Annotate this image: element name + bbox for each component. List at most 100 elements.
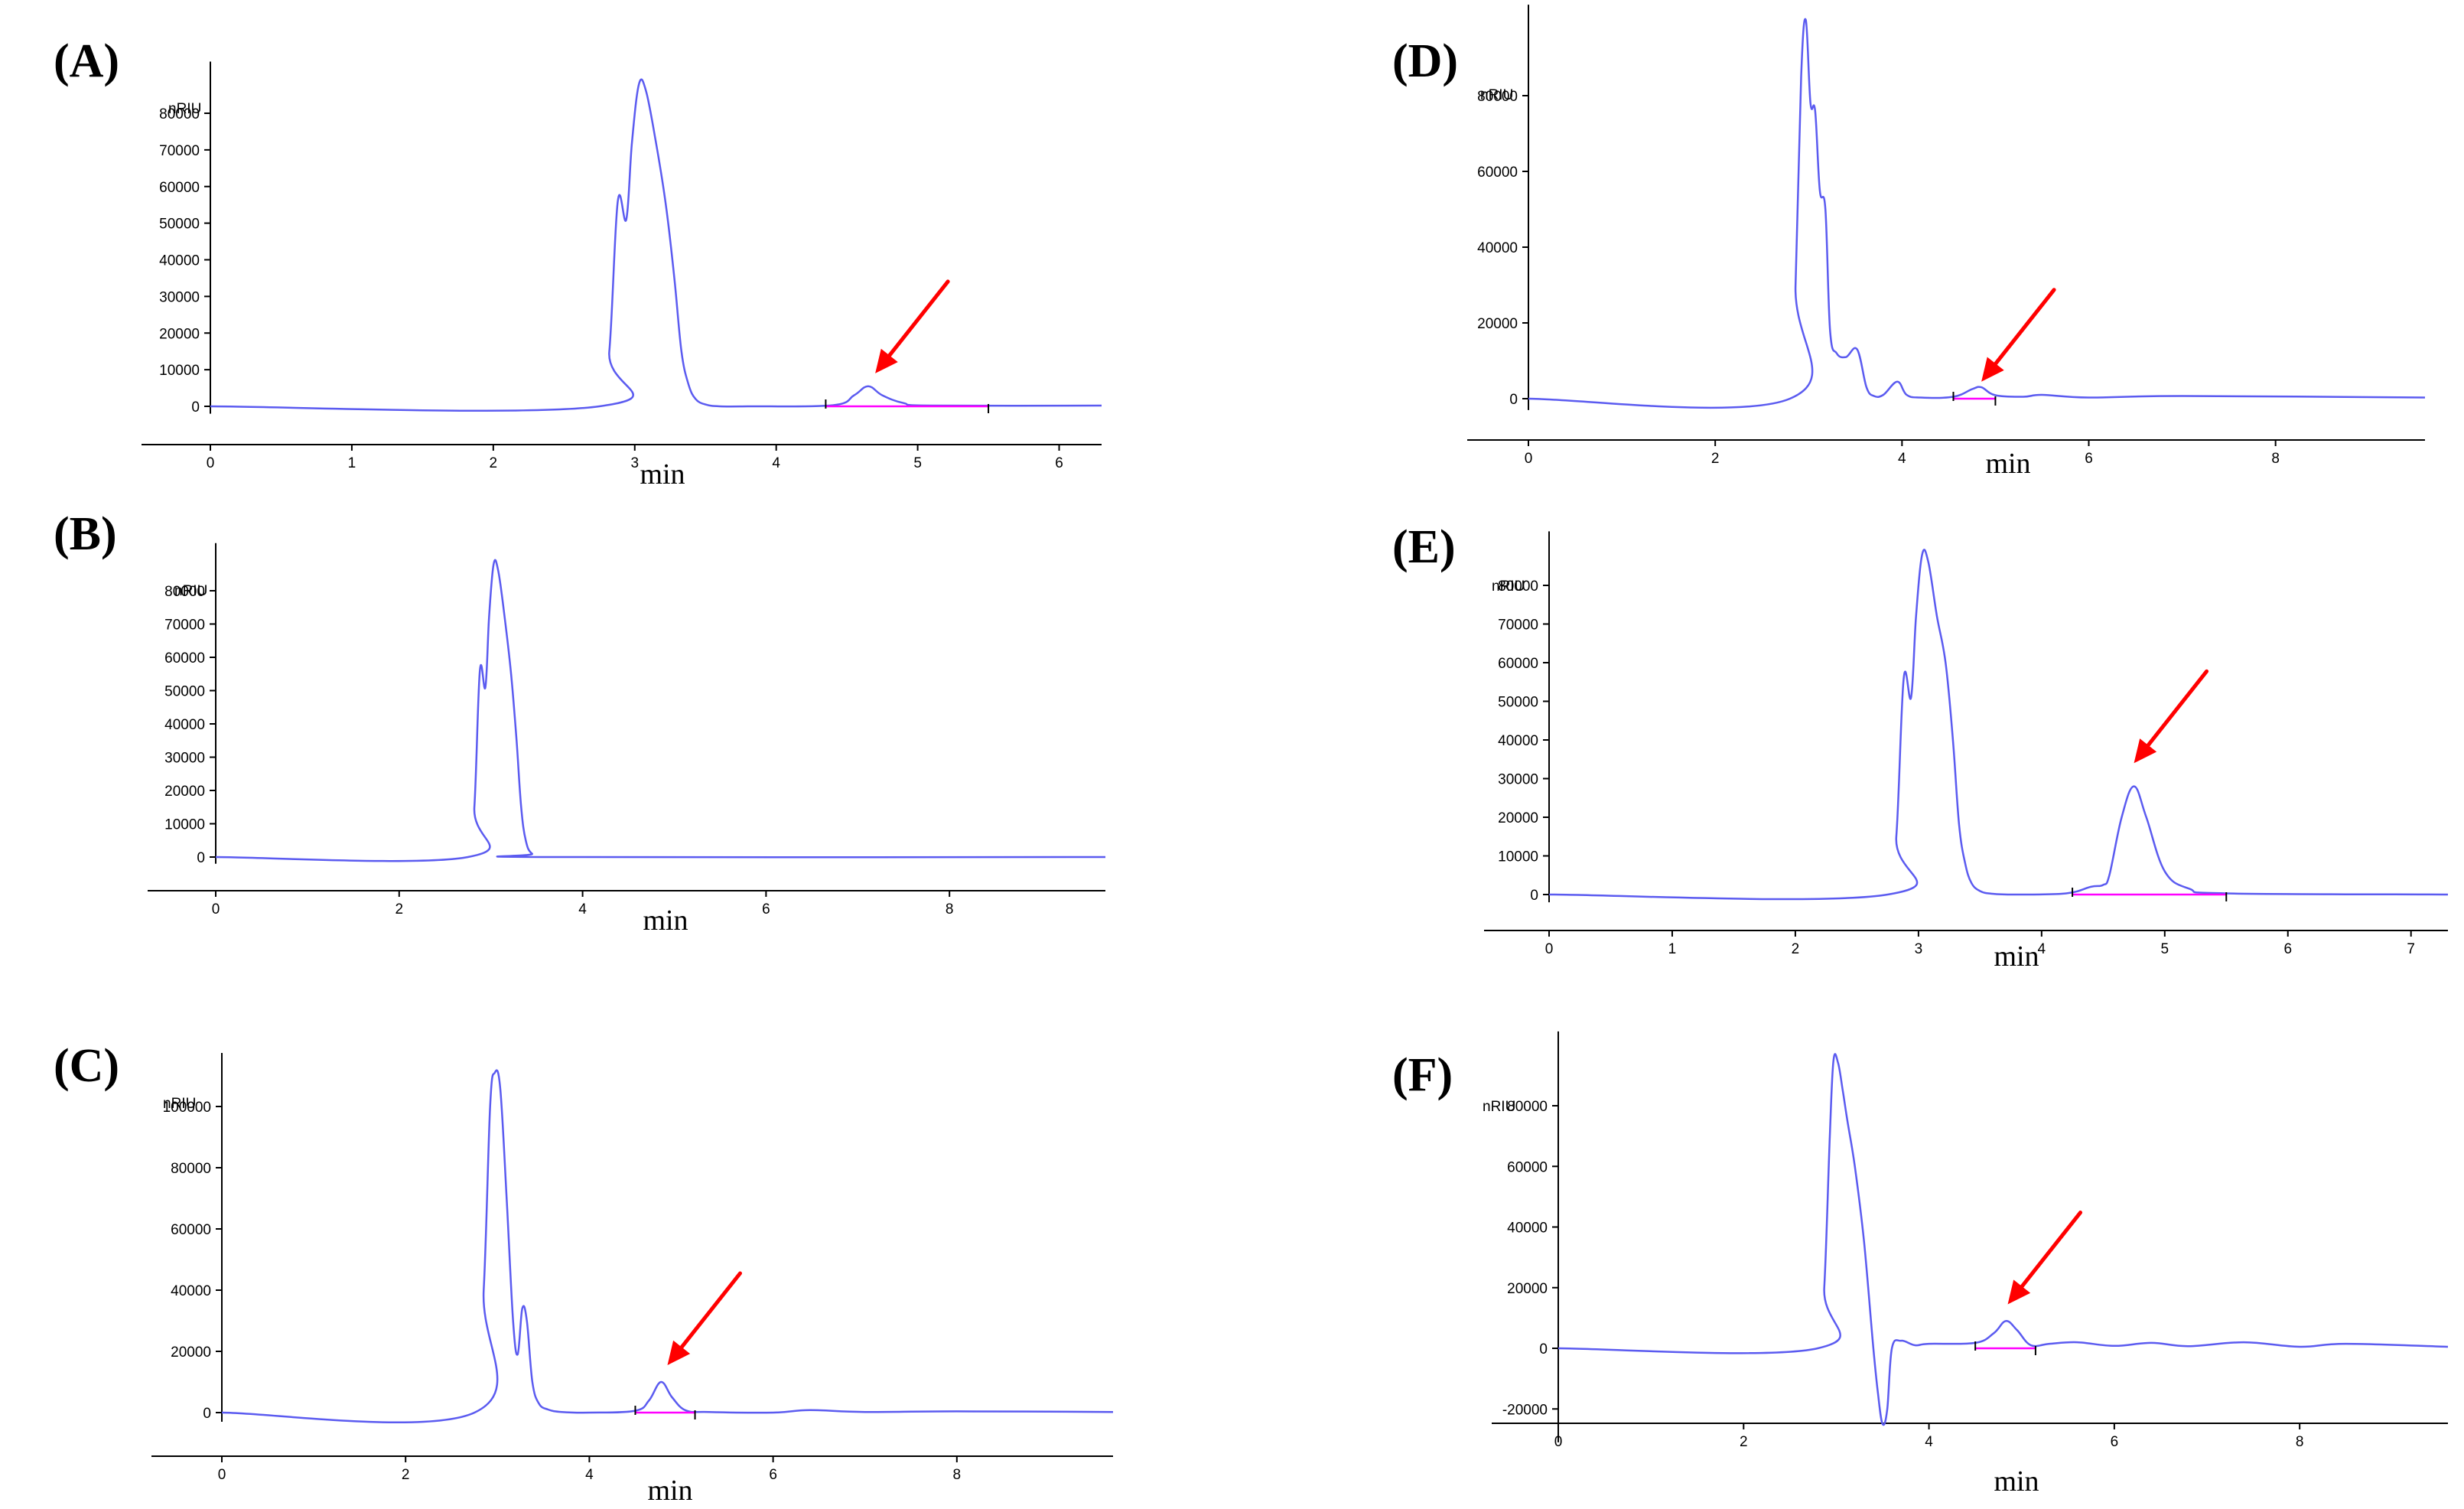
y-tick-label: 80000	[171, 1161, 211, 1177]
y-tick-label: 0	[197, 850, 205, 866]
x-tick-label: 8	[2296, 1434, 2304, 1450]
y-axis-label: nRIU	[1483, 1099, 1515, 1115]
y-tick-label: 0	[191, 399, 200, 416]
y-tick-label: 20000	[1507, 1281, 1548, 1297]
x-tick-label: 4	[1925, 1434, 1933, 1450]
x-axis-label: min	[640, 458, 685, 491]
x-tick-label: 4	[585, 1467, 594, 1483]
y-tick-label: 20000	[171, 1344, 211, 1361]
x-axis-label: min	[1985, 448, 2030, 480]
y-tick-label: 80000	[1477, 89, 1518, 105]
x-tick-label: 2	[1740, 1434, 1748, 1450]
red-arrow-icon	[2134, 669, 2209, 764]
y-tick-label: -20000	[1502, 1402, 1548, 1418]
x-tick-label: 8	[953, 1467, 962, 1483]
y-tick-label: 60000	[1507, 1159, 1548, 1175]
x-tick-label: 6	[1055, 455, 1063, 471]
y-tick-label: 0	[1530, 888, 1538, 904]
y-tick-label: 10000	[164, 817, 205, 833]
x-tick-label: 4	[772, 455, 780, 471]
panel-b: (B) nRIU 0 10000 20000 30000 40000 50000 60000 70…	[54, 508, 1106, 937]
panel-e: (E)nRIU010000200003000040000500006000070…	[1392, 521, 2449, 973]
x-tick-label: 6	[2085, 451, 2093, 467]
y-tick-label: 40000	[1507, 1221, 1548, 1237]
y-axis-label: nRIU	[163, 1096, 196, 1112]
x-axis-label: min	[1994, 940, 2039, 973]
y-tick-label: 20000	[164, 784, 205, 800]
panel-label: (D)	[1392, 35, 1458, 87]
x-tick-label: 3	[1915, 941, 1923, 957]
x-tick-label: 6	[762, 901, 770, 917]
red-arrow-icon	[2007, 1211, 2083, 1305]
y-tick-label: 70000	[164, 618, 205, 634]
x-tick-label: 5	[2161, 941, 2169, 957]
chromatogram-trace	[221, 1069, 1114, 1424]
panel-label: (C)	[54, 1040, 119, 1092]
red-arrow-icon	[667, 1271, 742, 1365]
y-tick-label: 20000	[1498, 810, 1538, 826]
y-tick-label: 50000	[159, 217, 200, 233]
x-axis-label: min	[647, 1475, 692, 1507]
chromatogram-trace	[210, 78, 1102, 412]
x-tick-label: 8	[2271, 451, 2280, 467]
y-tick-label: 80000	[1498, 579, 1538, 595]
x-tick-label: 6	[2283, 941, 2292, 957]
chromatogram-trace	[1548, 549, 2449, 901]
y-axis-label: nRIU	[1480, 87, 1513, 103]
y-axis-label: nRIU	[1492, 579, 1525, 595]
x-tick-label: 6	[2111, 1434, 2119, 1450]
y-tick-label: 20000	[1477, 316, 1518, 332]
x-tick-label: 2	[402, 1467, 410, 1483]
x-tick-label: 0	[218, 1467, 226, 1483]
panel-d: (D) nRIU 0 20000 40000 60000 80000 0 2 4 6 8 min	[1392, 5, 2426, 480]
x-axis-label: min	[643, 904, 688, 937]
x-tick-label: 5	[913, 455, 922, 471]
y-tick-label: 40000	[164, 717, 205, 733]
y-tick-label: 40000	[171, 1283, 211, 1299]
y-tick-label: 50000	[1498, 695, 1538, 711]
x-tick-label: 8	[946, 901, 954, 917]
y-tick-label: 50000	[164, 684, 205, 700]
panel-label: (F)	[1392, 1049, 1453, 1101]
y-tick-label: 60000	[1498, 656, 1538, 672]
y-tick-label: 70000	[1498, 618, 1538, 634]
y-tick-label: 0	[1539, 1341, 1548, 1357]
y-tick-label: 70000	[159, 143, 200, 159]
chromatogram-trace	[1557, 1053, 2449, 1426]
y-tick-label: 80000	[159, 106, 200, 122]
y-tick-label: 40000	[159, 253, 200, 269]
y-tick-label: 100000	[163, 1100, 211, 1116]
x-tick-label: 2	[395, 901, 404, 917]
y-axis-label: nRIU	[174, 583, 207, 599]
y-tick-label: 30000	[159, 289, 200, 305]
y-tick-label: 40000	[1477, 240, 1518, 256]
x-tick-label: 6	[769, 1467, 777, 1483]
y-tick-label: 60000	[159, 180, 200, 196]
x-tick-label: 7	[2407, 941, 2415, 957]
x-tick-label: 4	[2038, 941, 2046, 957]
y-tick-label: 80000	[1507, 1099, 1548, 1115]
chromatogram-trace	[215, 559, 1106, 862]
panel-a: (A) nRIU 0 10000 20000 30000 40000 50000 60000 70…	[54, 35, 1102, 491]
red-arrow-icon	[1981, 288, 2056, 382]
y-tick-label: 30000	[1498, 772, 1538, 788]
y-tick-label: 60000	[1477, 165, 1518, 181]
y-tick-label: 0	[1509, 392, 1518, 408]
x-tick-label: 4	[1898, 451, 1906, 467]
x-tick-label: 2	[1792, 941, 1800, 957]
x-tick-label: 3	[630, 455, 639, 471]
x-tick-label: 4	[578, 901, 587, 917]
y-tick-label: 80000	[164, 584, 205, 600]
x-axis-label: min	[1994, 1465, 2039, 1498]
x-tick-label: 0	[1545, 941, 1554, 957]
x-tick-label: 0	[1525, 451, 1533, 467]
red-arrow-icon	[875, 279, 950, 373]
y-tick-label: 0	[203, 1406, 211, 1422]
panel-label: (E)	[1392, 521, 1456, 573]
panel-f: (F) nRIU -20000 0 20000 40000 60000 80000 0 2 4 6 8 m…	[1392, 1031, 2449, 1498]
x-tick-label: 1	[348, 455, 356, 471]
x-tick-label: 0	[1554, 1434, 1563, 1450]
y-tick-label: 20000	[159, 326, 200, 342]
x-tick-label: 2	[490, 455, 498, 471]
